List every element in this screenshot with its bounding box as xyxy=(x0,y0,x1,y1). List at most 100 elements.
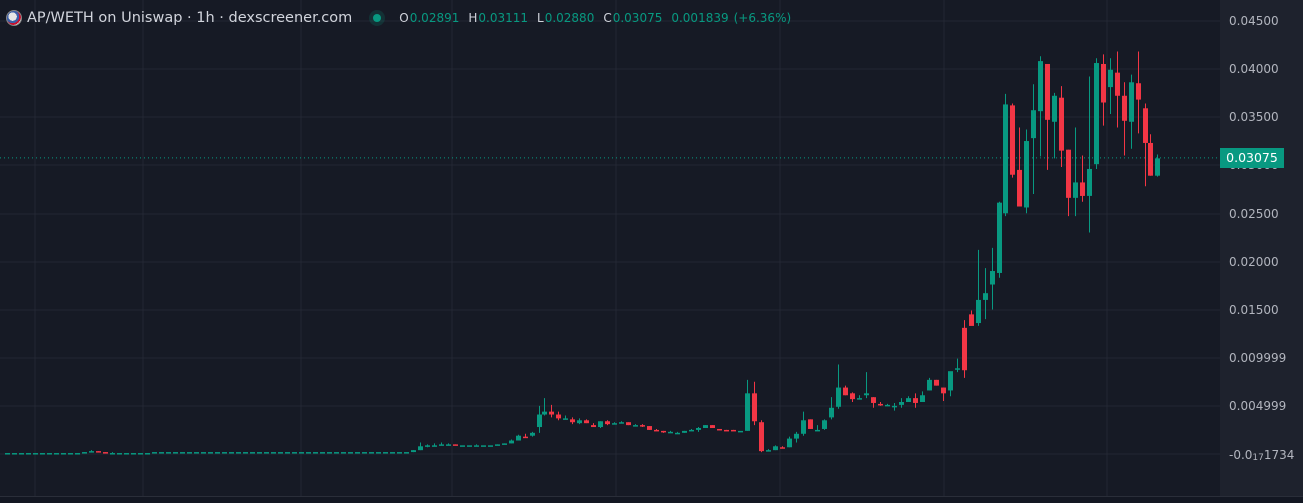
candle xyxy=(453,444,458,446)
candle xyxy=(537,414,542,428)
candle xyxy=(1024,141,1029,208)
candle xyxy=(404,452,409,454)
candle xyxy=(5,453,10,455)
candle xyxy=(495,444,500,446)
chart-title: AP/WETH on Uniswap · 1h · dexscreener.co… xyxy=(27,10,353,26)
candle xyxy=(703,425,708,428)
candle xyxy=(717,428,722,431)
candle xyxy=(794,433,799,439)
candle xyxy=(899,401,904,405)
candle xyxy=(878,403,883,406)
candle xyxy=(1129,82,1134,122)
candle xyxy=(668,431,673,434)
candle xyxy=(33,453,38,455)
price-tick: 0.02000 xyxy=(1229,255,1279,269)
candle xyxy=(829,407,834,418)
candle xyxy=(383,452,388,454)
live-status-dot-icon xyxy=(373,14,382,22)
candle xyxy=(913,398,918,403)
candle xyxy=(411,450,416,453)
candle xyxy=(752,393,757,422)
candle xyxy=(850,393,855,400)
tick-zero-count: 17 xyxy=(1252,453,1264,463)
candle xyxy=(306,452,311,454)
candle xyxy=(96,451,101,453)
candle xyxy=(1101,63,1106,103)
candle xyxy=(509,440,514,444)
candle xyxy=(355,452,360,454)
candle xyxy=(724,429,729,432)
candle xyxy=(285,452,290,454)
price-axis[interactable] xyxy=(1220,0,1303,496)
candlestick-chart[interactable] xyxy=(0,0,1220,496)
price-tick: 0.03500 xyxy=(1229,110,1279,124)
candle xyxy=(857,398,862,400)
open-value: 0.02891 xyxy=(409,11,460,25)
candle xyxy=(1143,108,1148,143)
candle xyxy=(689,429,694,432)
candle xyxy=(654,429,659,432)
candle xyxy=(1122,95,1127,121)
candle xyxy=(864,393,869,396)
candle xyxy=(1136,83,1141,100)
open-label: O xyxy=(399,11,409,25)
candle xyxy=(432,445,437,447)
candle xyxy=(962,327,967,371)
low-label: L xyxy=(537,11,544,25)
candle xyxy=(145,453,150,455)
price-tick: 0.04500 xyxy=(1229,14,1279,28)
candle xyxy=(208,452,213,454)
candle xyxy=(446,444,451,446)
candle xyxy=(82,452,87,454)
candle xyxy=(927,379,932,391)
candle xyxy=(215,452,220,454)
candle xyxy=(556,414,561,419)
candle xyxy=(516,435,521,441)
candle xyxy=(549,411,554,415)
candle xyxy=(488,445,493,447)
candle xyxy=(327,452,332,454)
candle xyxy=(348,452,353,454)
price-tick: 0.004999 xyxy=(1229,399,1287,413)
candle xyxy=(661,430,666,433)
candle xyxy=(1031,110,1036,139)
close-label: C xyxy=(603,11,612,25)
chart-pane[interactable] xyxy=(0,0,1220,496)
candle xyxy=(418,446,423,451)
candle xyxy=(124,453,129,455)
candle xyxy=(222,452,227,454)
candle xyxy=(682,430,687,433)
candle xyxy=(271,452,276,454)
candle xyxy=(892,405,897,408)
candle xyxy=(1087,168,1092,196)
price-tick: 0.009999 xyxy=(1229,351,1287,365)
candle xyxy=(955,368,960,370)
candle xyxy=(885,404,890,407)
candle xyxy=(75,453,80,455)
candle xyxy=(152,452,157,454)
candle xyxy=(605,421,610,425)
price-tick-min: -0.0171734 xyxy=(1229,448,1294,465)
candle xyxy=(577,420,582,424)
price-tick: 0.04000 xyxy=(1229,62,1279,76)
price-tick: 0.01500 xyxy=(1229,303,1279,317)
candle xyxy=(103,452,108,454)
candle xyxy=(710,425,715,428)
candle xyxy=(341,452,346,454)
candle xyxy=(47,453,52,455)
candle xyxy=(563,418,568,420)
candle xyxy=(12,453,17,455)
change-percent: (+6.36%) xyxy=(733,11,792,25)
candle xyxy=(640,425,645,427)
candle xyxy=(598,421,603,428)
candle xyxy=(948,371,953,391)
candle xyxy=(390,452,395,454)
candle xyxy=(1010,105,1015,175)
candle xyxy=(773,446,778,451)
candle xyxy=(983,293,988,300)
time-axis-strip[interactable] xyxy=(0,496,1303,503)
candle xyxy=(173,452,178,454)
last-price-tag: 0.03075 xyxy=(1220,148,1284,168)
candle xyxy=(738,430,743,433)
candle xyxy=(131,453,136,455)
